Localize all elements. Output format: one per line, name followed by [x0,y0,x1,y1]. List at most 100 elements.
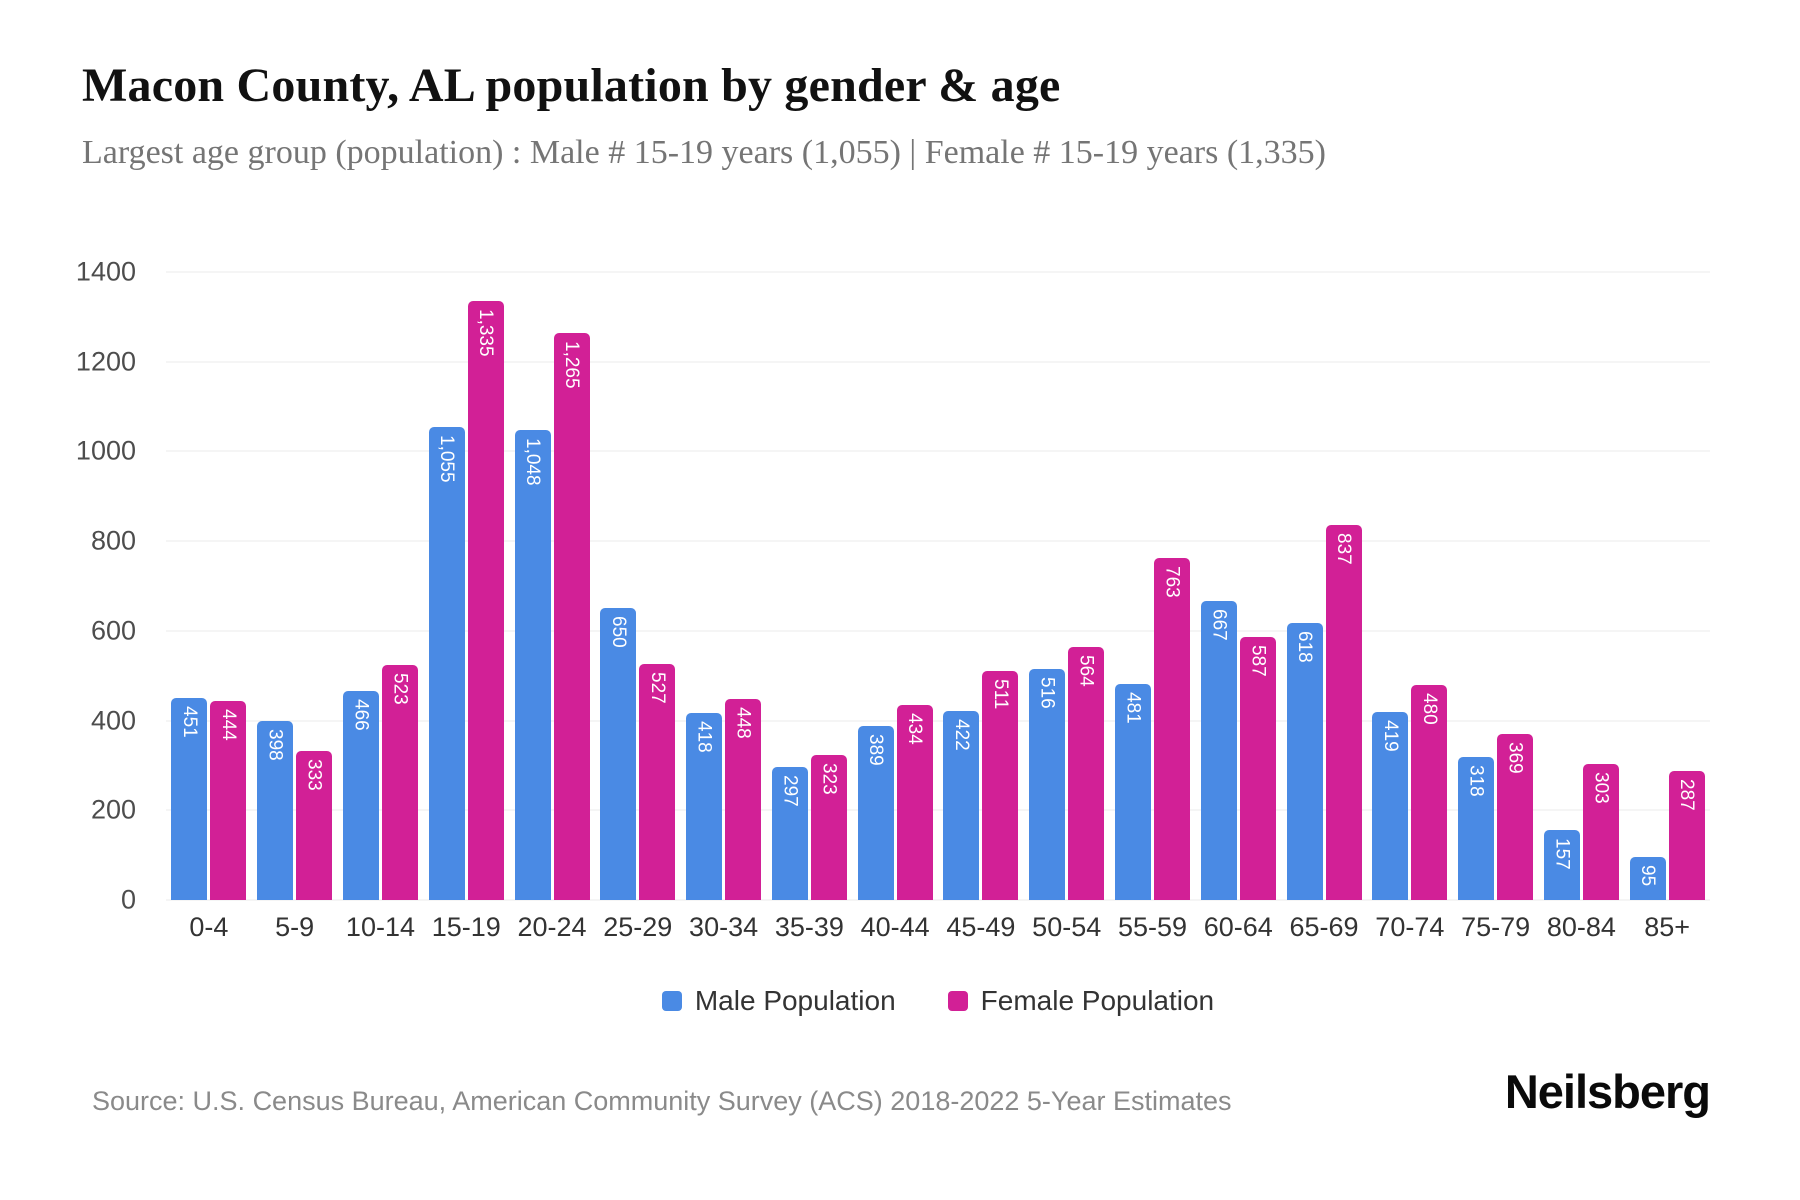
female-bar-70-74[interactable]: 480 [1411,684,1448,900]
x-axis-tick-label: 15-19 [431,912,501,942]
x-axis-tick-label: 5-9 [275,912,315,942]
chart-subtitle: Largest age group (population) : Male # … [82,134,1327,171]
bar-value-label: 333 [303,758,325,791]
male-bar-25-29[interactable]: 650 [600,608,637,900]
female-bar-50-54[interactable]: 564 [1068,647,1105,900]
bar-value-label: 763 [1161,565,1183,598]
bar-value-label: 157 [1551,837,1573,870]
y-axis-tick-label: 0 [120,884,136,915]
female-bar-30-34[interactable]: 448 [725,699,762,900]
x-axis-tick-label: 20-24 [517,912,587,942]
female-bar-5-9[interactable]: 333 [296,750,333,900]
y-axis-tick-label: 400 [90,705,136,736]
bar-value-label: 511 [989,678,1011,710]
bar-value-label: 323 [818,763,840,795]
legend-item-male[interactable]: Male Population [661,985,896,1017]
male-bar-5-9[interactable]: 398 [257,721,294,900]
x-axis-tick-label: 65-69 [1289,912,1359,942]
y-axis: 0 200 400 600 800 1000 1200 1400 [0,258,150,913]
female-bar-40-44[interactable]: 434 [896,705,933,900]
x-axis-tick-label: 70-74 [1375,912,1445,942]
male-bar-50-54[interactable]: 516 [1029,668,1066,900]
female-bar-65-69[interactable]: 837 [1325,524,1362,900]
bar-value-label: 389 [865,733,887,766]
gridline [166,630,1710,632]
male-bar-65-69[interactable]: 618 [1286,622,1323,900]
x-axis-tick-label: 85+ [1644,912,1691,942]
legend-item-female[interactable]: Female Population [947,985,1215,1017]
legend-label: Female Population [980,985,1215,1016]
male-bar-15-19[interactable]: 1,055 [428,426,465,900]
bar-group-5-9: 398 333 [252,272,338,900]
x-axis-tick-label: 60-64 [1203,912,1273,942]
x-axis-tick-label: 80-84 [1546,912,1616,942]
male-bar-0-4[interactable]: 451 [171,697,208,900]
bar-group-35-39: 297 323 [766,272,852,900]
bar-group-25-29: 650 527 [595,272,681,900]
chart-title: Macon County, AL population by gender & … [82,59,1061,112]
bar-value-label: 1,048 [522,437,544,486]
bar-value-label: 516 [1036,676,1058,709]
male-bar-40-44[interactable]: 389 [857,725,894,900]
male-bar-85+[interactable]: 95 [1629,857,1666,900]
male-bar-30-34[interactable]: 418 [686,712,723,900]
female-bar-10-14[interactable]: 523 [381,665,418,900]
bar-group-80-84: 157 303 [1539,272,1625,900]
female-bar-55-59[interactable]: 763 [1153,557,1190,900]
brand-logo: Neilsberg [1504,1065,1711,1118]
gridline [166,899,1710,901]
bar-value-label: 444 [217,708,239,741]
bar-group-0-4: 451 444 [166,272,252,900]
x-axis-tick-label: 40-44 [860,912,930,942]
gridline [166,720,1710,722]
bar-value-label: 398 [264,729,286,762]
x-axis-tick-label: 35-39 [774,912,844,942]
female-bar-35-39[interactable]: 323 [810,755,847,900]
x-axis: 0-4 5-9 10-14 15-19 20-24 25-29 30-34 35-39 40-4… [166,912,1710,943]
female-bar-60-64[interactable]: 587 [1239,636,1276,900]
y-axis-tick-label: 200 [90,794,136,825]
bar-value-label: 527 [646,671,668,704]
male-bar-20-24[interactable]: 1,048 [514,429,551,900]
bar-value-label: 837 [1333,532,1355,565]
female-bar-75-79[interactable]: 369 [1497,734,1534,900]
bar-value-label: 466 [350,698,372,731]
bar-value-label: 667 [1208,608,1230,641]
female-bar-15-19[interactable]: 1,335 [467,301,504,900]
female-bar-45-49[interactable]: 511 [982,670,1019,900]
male-bar-80-84[interactable]: 157 [1543,829,1580,900]
male-bar-70-74[interactable]: 419 [1372,712,1409,900]
male-bar-45-49[interactable]: 422 [943,710,980,900]
male-bar-55-59[interactable]: 481 [1114,684,1151,900]
gridline [166,361,1710,363]
source-text: Source: U.S. Census Bureau, American Com… [92,1086,1232,1116]
x-axis-tick-label: 45-49 [946,912,1016,942]
male-bar-10-14[interactable]: 466 [342,690,379,900]
male-bar-75-79[interactable]: 318 [1458,757,1495,900]
y-axis-tick-label: 800 [90,525,136,556]
bar-value-label: 369 [1504,742,1526,775]
bar-group-20-24: 1,048 1,265 [509,272,595,900]
female-bar-85+[interactable]: 287 [1668,771,1705,900]
bar-group-70-74: 419 480 [1367,272,1453,900]
female-bar-80-84[interactable]: 303 [1582,764,1619,900]
bar-group-55-59: 481 763 [1110,272,1196,900]
bar-group-60-64: 667 587 [1195,272,1281,900]
male-bar-35-39[interactable]: 297 [771,766,808,900]
x-axis-tick-label: 10-14 [345,912,415,942]
bar-value-label: 287 [1676,779,1698,811]
female-bar-20-24[interactable]: 1,265 [553,332,590,900]
male-bar-60-64[interactable]: 667 [1200,600,1237,900]
x-axis-tick-label: 75-79 [1461,912,1531,942]
bar-group-50-54: 516 564 [1024,272,1110,900]
y-axis-tick-label: 1200 [75,346,136,377]
legend-swatch [947,991,968,1011]
gridline [166,809,1710,811]
female-bar-25-29[interactable]: 527 [639,663,676,900]
bar-group-65-69: 618 837 [1281,272,1367,900]
bar-value-label: 564 [1075,655,1097,687]
gridline [166,450,1710,452]
bar-group-15-19: 1,055 1,335 [423,272,509,900]
female-bar-0-4[interactable]: 444 [210,700,247,900]
